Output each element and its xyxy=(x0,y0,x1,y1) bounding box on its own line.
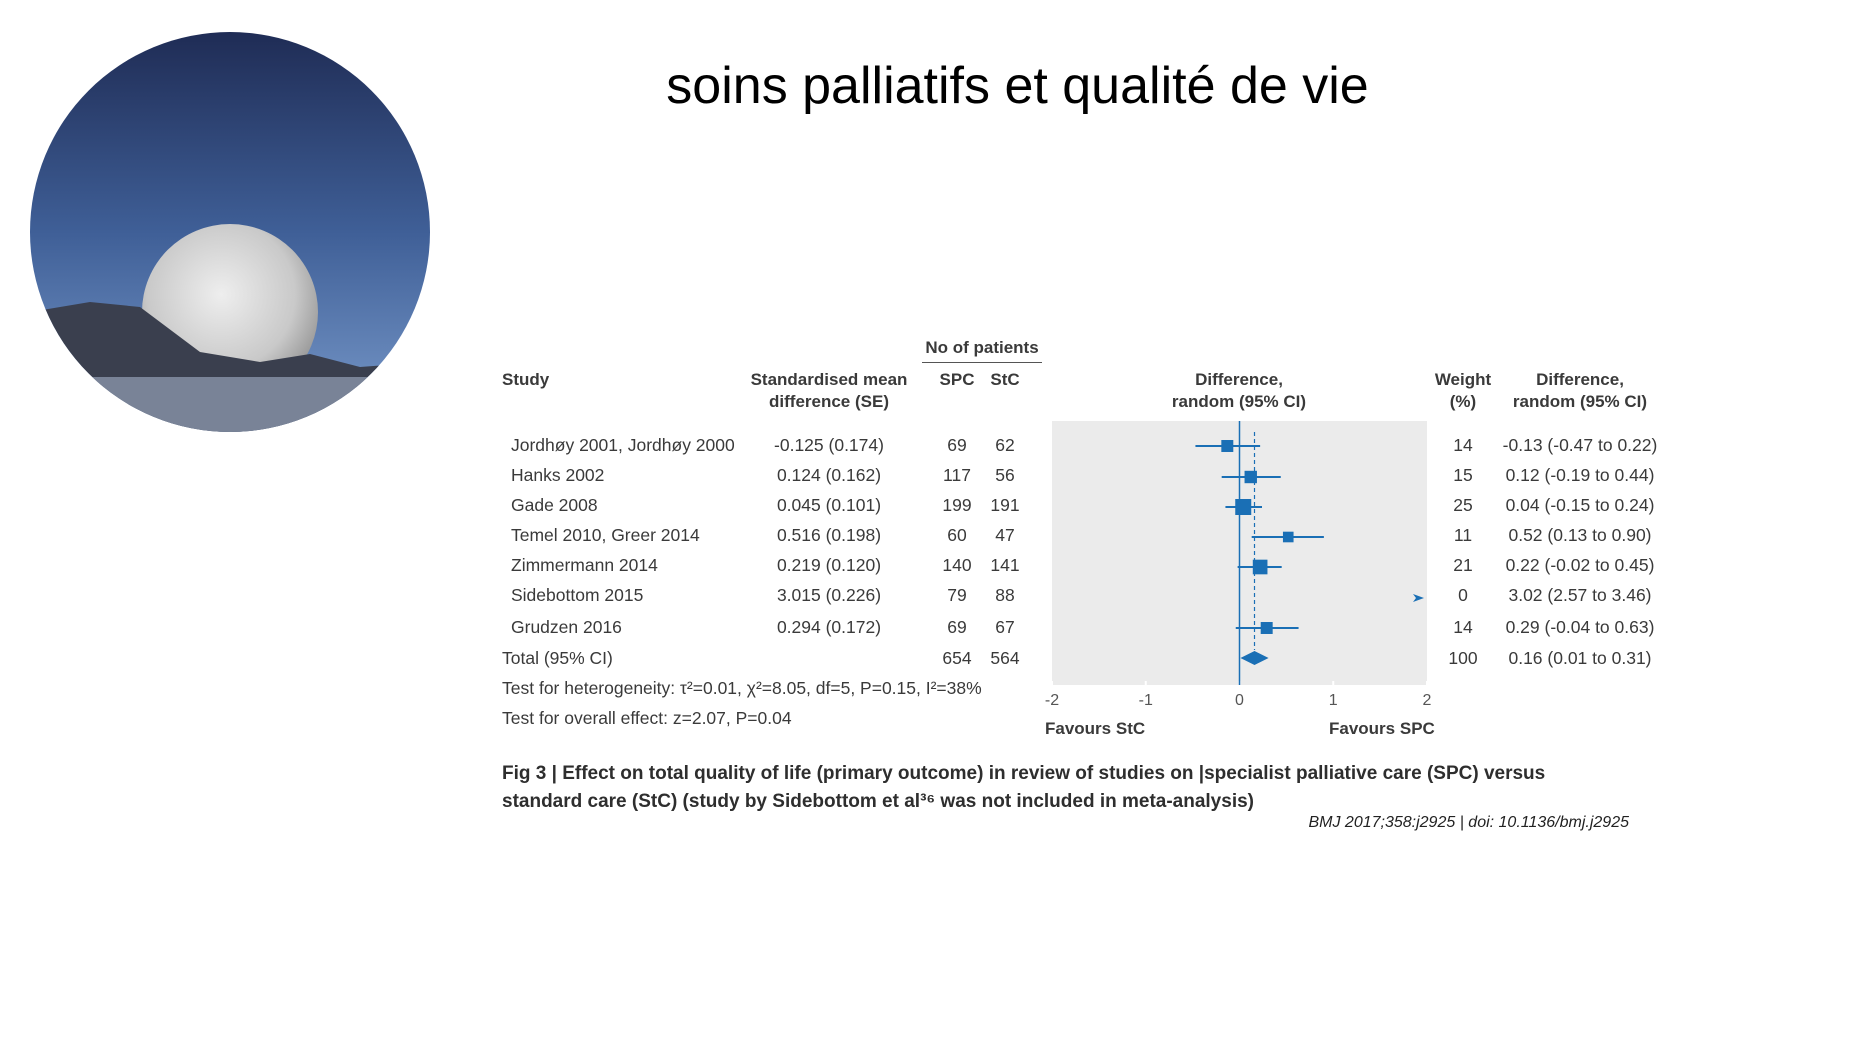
total-spc: 654 xyxy=(942,648,972,668)
row-study: Jordhøy 2001, Jordhøy 2000 xyxy=(511,435,735,455)
row-stc: 62 xyxy=(995,435,1015,455)
row-smd: 0.516 (0.198) xyxy=(776,525,882,545)
row-weight: 14 xyxy=(1453,435,1473,455)
off-scale-arrow-icon xyxy=(1413,594,1424,602)
row-diff: 0.22 (-0.02 to 0.45) xyxy=(1505,555,1655,575)
point-estimate xyxy=(1282,531,1294,543)
row-spc: 140 xyxy=(942,555,972,575)
row-stc: 191 xyxy=(990,495,1020,515)
tick-label: 0 xyxy=(1235,692,1244,709)
overall-effect-test: Test for overall effect: z=2.07, P=0.04 xyxy=(502,708,792,728)
figure-caption: Fig 3 | Effect on total quality of life … xyxy=(502,760,1652,816)
header-smd-1: Standardised mean xyxy=(750,370,908,389)
row-weight: 11 xyxy=(1453,525,1473,545)
header-diff-1: Difference, xyxy=(1195,370,1283,389)
heterogeneity-test: Test for heterogeneity: τ²=0.01, χ²=8.05… xyxy=(502,678,982,698)
row-stc: 141 xyxy=(990,555,1020,575)
header-no-of-patients: No of patients xyxy=(925,338,1039,357)
header-smd-2: difference (SE) xyxy=(769,392,889,411)
row-smd: 0.294 (0.172) xyxy=(776,617,882,637)
moon-photo xyxy=(30,32,430,432)
caption-line-1: Fig 3 | Effect on total quality of life … xyxy=(502,763,1546,784)
patients-underline xyxy=(922,362,1042,363)
forest-plot: -2 -1 0 1 2 xyxy=(1045,421,1432,709)
header-study: Study xyxy=(502,370,550,389)
point-estimate xyxy=(1221,440,1234,452)
row-spc: 60 xyxy=(947,525,967,545)
row-diff: 0.29 (-0.04 to 0.63) xyxy=(1505,617,1655,637)
pooled-diamond xyxy=(1240,651,1269,665)
row-spc: 199 xyxy=(942,495,972,515)
favours-spc-label: Favours SPC xyxy=(1329,719,1435,738)
slide-title: soins palliatifs et qualité de vie xyxy=(666,57,1369,115)
row-diff: 0.12 (-0.19 to 0.44) xyxy=(1505,465,1655,485)
row-diff: -0.13 (-0.47 to 0.22) xyxy=(1502,435,1658,455)
row-weight: 21 xyxy=(1453,555,1473,575)
point-estimate xyxy=(1252,559,1268,575)
tick-label: -1 xyxy=(1139,692,1153,709)
row-study: Grudzen 2016 xyxy=(511,617,622,637)
row-weight: 0 xyxy=(1458,585,1468,605)
tick-label: -2 xyxy=(1045,692,1059,709)
row-smd: 3.015 (0.226) xyxy=(776,585,882,605)
row-stc: 56 xyxy=(995,465,1015,485)
tick-label: 2 xyxy=(1423,692,1432,709)
favours-stc-label: Favours StC xyxy=(1045,719,1146,738)
point-estimate xyxy=(1235,499,1252,515)
header-weight-1: Weight xyxy=(1434,370,1492,389)
row-spc: 69 xyxy=(947,435,967,455)
row-smd: 0.045 (0.101) xyxy=(776,495,882,515)
header-spc: SPC xyxy=(939,370,975,389)
row-smd: -0.125 (0.174) xyxy=(774,435,884,455)
row-weight: 25 xyxy=(1453,495,1473,515)
header-stc: StC xyxy=(990,370,1020,389)
row-diff: 3.02 (2.57 to 3.46) xyxy=(1508,585,1652,605)
row-study: Zimmermann 2014 xyxy=(511,555,658,575)
citation: BMJ 2017;358:j2925 | doi: 10.1136/bmj.j2… xyxy=(1308,814,1629,831)
point-estimate xyxy=(1244,470,1257,484)
row-study: Sidebottom 2015 xyxy=(511,585,644,605)
row-spc: 69 xyxy=(947,617,967,637)
row-spc: 79 xyxy=(947,585,967,605)
row-study: Gade 2008 xyxy=(511,495,598,515)
total-label: Total (95% CI) xyxy=(502,648,613,668)
total-stc: 564 xyxy=(990,648,1020,668)
tick-label: 1 xyxy=(1329,692,1338,709)
row-study: Hanks 2002 xyxy=(511,465,605,485)
total-diff: 0.16 (0.01 to 0.31) xyxy=(1508,648,1652,668)
total-weight: 100 xyxy=(1448,648,1478,668)
header-weight-2: (%) xyxy=(1449,392,1477,411)
header-diff2-1: Difference, xyxy=(1536,370,1624,389)
row-stc: 47 xyxy=(995,525,1015,545)
row-weight: 15 xyxy=(1453,465,1473,485)
header-diff2-2: random (95% CI) xyxy=(1512,392,1648,411)
row-smd: 0.219 (0.120) xyxy=(776,555,882,575)
row-stc: 67 xyxy=(995,617,1015,637)
caption-line-2: standard care (StC) (study by Sidebottom… xyxy=(502,791,1254,812)
row-diff: 0.04 (-0.15 to 0.24) xyxy=(1505,495,1655,515)
row-stc: 88 xyxy=(995,585,1015,605)
row-smd: 0.124 (0.162) xyxy=(776,465,882,485)
point-estimate xyxy=(1260,622,1273,634)
row-spc: 117 xyxy=(943,465,971,485)
row-diff: 0.52 (0.13 to 0.90) xyxy=(1508,525,1652,545)
header-diff-2: random (95% CI) xyxy=(1171,392,1307,411)
row-study: Temel 2010, Greer 2014 xyxy=(511,525,700,545)
row-weight: 14 xyxy=(1453,617,1473,637)
